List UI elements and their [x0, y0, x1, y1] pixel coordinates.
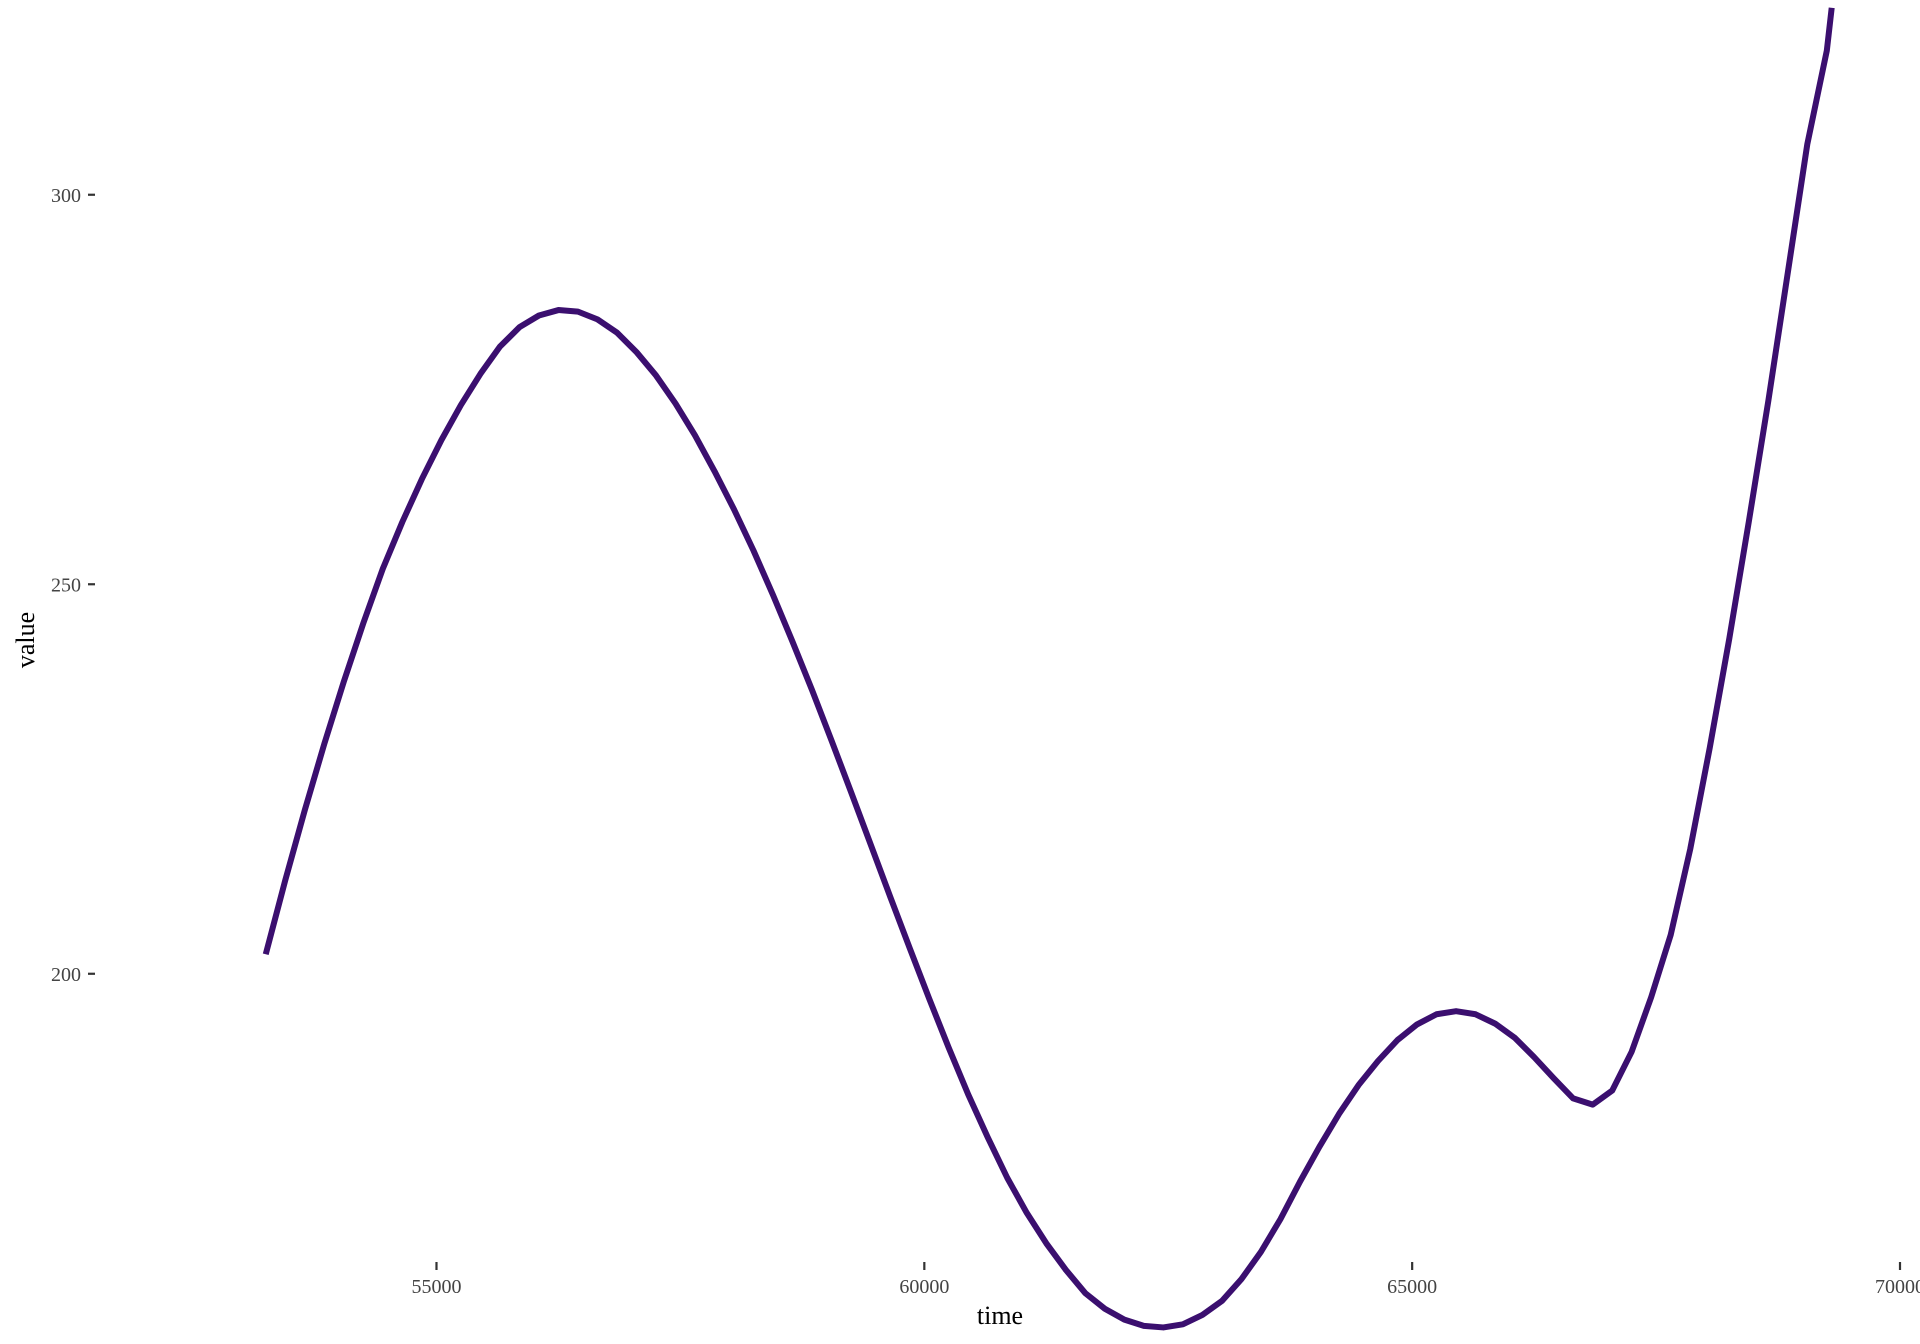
y-tick-label: 300 [51, 185, 81, 207]
x-tick-label: 55000 [411, 1276, 461, 1298]
x-axis: 55000 60000 65000 70000 [411, 1262, 1920, 1298]
x-axis-title: time [977, 1301, 1023, 1330]
y-axis: 200 250 300 [51, 185, 95, 986]
y-axis-title: value [11, 612, 40, 668]
y-tick-label: 250 [51, 574, 81, 596]
series-line [262, 7, 1835, 1331]
x-tick-label: 65000 [1387, 1276, 1437, 1298]
x-tick-label: 60000 [899, 1276, 949, 1298]
y-tick-label: 200 [51, 964, 81, 986]
x-tick-label: 70000 [1875, 1276, 1920, 1298]
